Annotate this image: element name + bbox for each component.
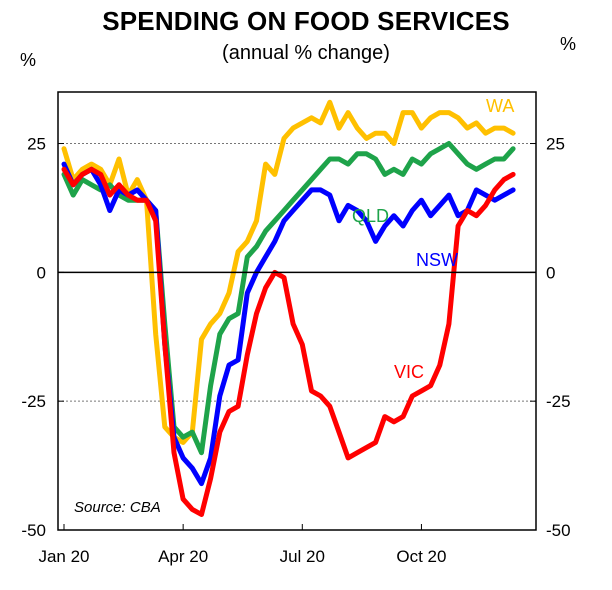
y-axis-right: -50 -25 0 25 [530,135,571,540]
left-axis-unit: % [20,50,37,70]
series-label-vic: VIC [394,362,424,382]
series-line-wa [61,99,516,445]
x-tick-label: Jan 20 [38,547,89,566]
chart-title: SPENDING ON FOOD SERVICES [102,6,510,36]
y-tick-label-right: 0 [546,263,555,282]
source-note: Source: CBA [74,499,161,516]
x-axis: Jan 20 Apr 20 Jul 20 Oct 20 [38,524,446,566]
x-tick-label: Apr 20 [158,547,208,566]
series-label-wa: WA [486,96,514,116]
y-tick-label-right: -50 [546,521,571,540]
y-axis-left: -50 -25 0 25 [21,135,64,540]
y-tick-label-right: -25 [546,392,571,411]
y-tick-label-left: 25 [27,135,46,154]
x-tick-label: Jul 20 [280,547,325,566]
series-line-nsw [61,161,516,487]
chart-subtitle: (annual % change) [222,42,390,64]
y-tick-label-left: 0 [37,263,46,282]
y-tick-label-right: 25 [546,135,565,154]
series-label-qld: QLD [352,206,389,226]
plot-area-frame [57,91,537,531]
y-tick-label-left: -25 [21,392,46,411]
y-tick-label-left: -50 [21,521,46,540]
series-label-nsw: NSW [416,250,458,270]
series-line-vic [61,166,516,517]
series-lines [58,99,536,517]
right-axis-unit: % [560,34,577,54]
series-labels: WA QLD NSW VIC [352,96,514,382]
x-tick-label: Oct 20 [396,547,446,566]
